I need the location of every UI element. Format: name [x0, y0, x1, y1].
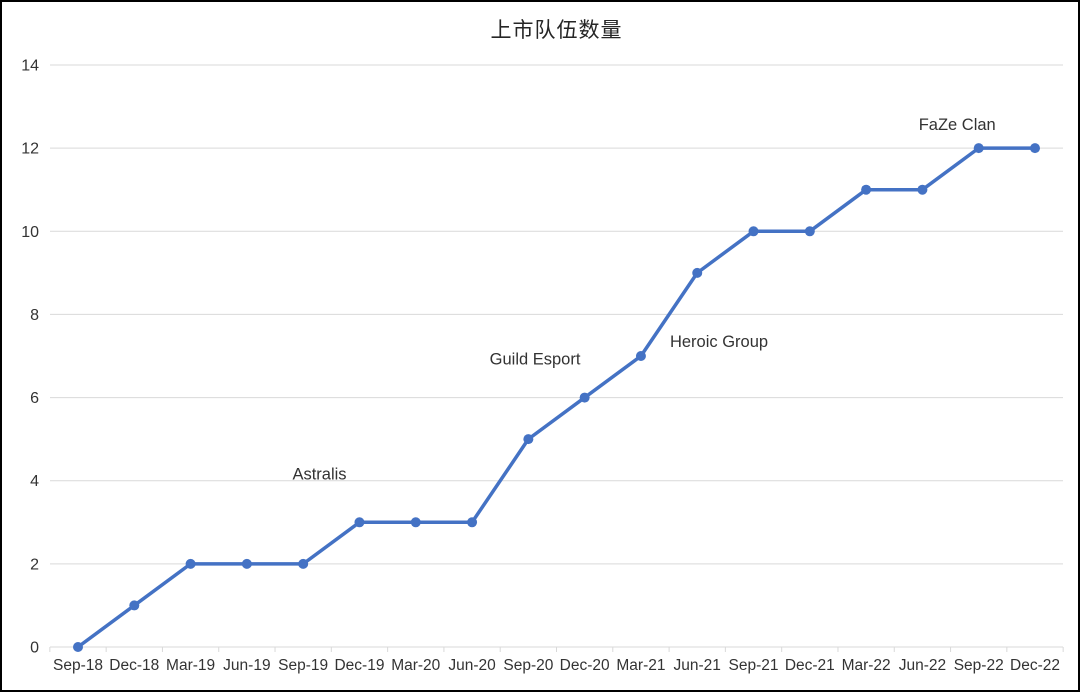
chart-title: 上市队伍数量	[490, 19, 623, 42]
y-axis-label: 6	[30, 390, 39, 407]
data-point-marker	[748, 226, 759, 237]
y-axis-label: 12	[21, 141, 39, 158]
data-point-marker	[579, 392, 590, 403]
x-axis-label: Sep-19	[278, 657, 328, 674]
data-label-guild-esport: Guild Esport	[490, 351, 581, 369]
x-axis-label: Dec-19	[334, 657, 384, 674]
y-axis-label: 10	[21, 224, 39, 241]
data-point-marker	[1030, 143, 1040, 154]
data-point-marker	[861, 184, 872, 195]
data-point-marker	[410, 517, 421, 528]
series-line	[76, 146, 1037, 649]
y-axis-label: 4	[30, 473, 39, 490]
x-axis-label: Dec-22	[1010, 657, 1060, 674]
data-point-marker	[185, 558, 196, 569]
x-axis-label: Mar-19	[166, 657, 215, 674]
data-point-marker	[523, 434, 534, 445]
x-axis-label: Dec-18	[109, 657, 159, 674]
data-point-marker	[73, 642, 83, 652]
x-axis-label: Mar-22	[842, 657, 891, 674]
data-point-marker	[298, 558, 309, 569]
data-point-marker	[804, 226, 815, 237]
x-axis-label: Mar-20	[391, 657, 440, 674]
data-point-marker	[973, 143, 984, 154]
x-axis-label: Jun-22	[899, 657, 946, 674]
data-point-marker	[692, 267, 703, 278]
x-axis-label: Mar-21	[616, 657, 665, 674]
y-axis-label: 14	[21, 58, 39, 75]
x-axis-label: Dec-20	[560, 657, 610, 674]
x-axis-label: Dec-21	[785, 657, 835, 674]
x-axis-label: Jun-20	[448, 657, 496, 674]
x-axis-label: Sep-21	[729, 657, 779, 674]
data-point-marker	[354, 517, 365, 528]
y-axis-label: 0	[30, 640, 39, 657]
data-point-marker	[129, 600, 140, 611]
data-label-heroic-group: Heroic Group	[670, 333, 768, 351]
y-axis-label: 2	[30, 556, 39, 573]
x-axis-label: Sep-20	[503, 657, 553, 674]
data-point-marker	[467, 517, 478, 528]
data-label-astralis: Astralis	[292, 465, 346, 483]
x-axis-label: Jun-21	[674, 657, 721, 674]
data-label-faze-clan: FaZe Clan	[919, 116, 996, 134]
data-point-marker	[241, 558, 252, 569]
x-axis-label: Sep-22	[954, 657, 1004, 674]
x-axis-label: Jun-19	[223, 657, 270, 674]
data-point-marker	[635, 351, 646, 361]
x-axis-label: Sep-18	[53, 657, 103, 674]
y-axis-label: 8	[30, 307, 39, 324]
data-point-marker	[917, 184, 928, 195]
